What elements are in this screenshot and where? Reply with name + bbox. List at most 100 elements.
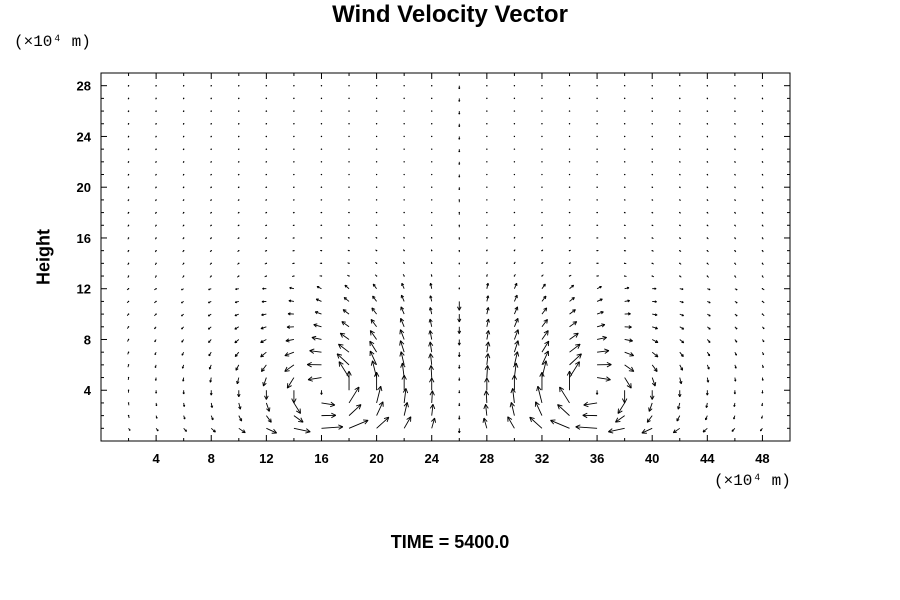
wind-vector-dot [238, 199, 240, 201]
wind-vector [238, 402, 241, 410]
wind-vector-dot [238, 249, 240, 252]
wind-vector-dot [238, 262, 240, 265]
wind-vector-dot [375, 135, 378, 138]
wind-vector-dot [541, 110, 543, 112]
wind-vector-head [458, 354, 461, 357]
wind-vector-head [182, 379, 185, 382]
wind-vector-dot [541, 148, 543, 150]
wind-vector-dot [265, 173, 268, 176]
wind-vector [486, 365, 489, 378]
wind-vector-head [234, 341, 238, 344]
wind-vector-dot [320, 211, 323, 214]
wind-vector-head [458, 188, 461, 190]
wind-vector-head [284, 366, 288, 372]
wind-vector-head [434, 417, 436, 423]
wind-vector-head [457, 318, 460, 323]
wind-vector-dot [651, 275, 653, 277]
wind-vector-dot [320, 161, 323, 163]
wind-vector-head [604, 348, 610, 352]
wind-vector-dot [513, 123, 516, 125]
wind-vector-head [458, 417, 461, 420]
wind-vector-head [544, 340, 549, 345]
wind-vector-head [458, 330, 462, 334]
wind-vector-head [574, 321, 578, 326]
wind-vector-head [338, 343, 344, 346]
time-label: TIME = 5400.0 [390, 532, 510, 552]
wind-vector-dot [513, 224, 516, 226]
wind-vector [483, 417, 488, 429]
wind-vector [236, 377, 240, 384]
wind-vector [431, 417, 436, 429]
wind-vector-head [300, 417, 304, 423]
wind-vector-dot [265, 224, 268, 226]
wind-vector-dot [679, 186, 681, 188]
wind-vector-head [680, 380, 683, 384]
wind-vector-head [654, 381, 657, 387]
wind-vector-dot [403, 173, 405, 176]
wind-vector [400, 306, 405, 315]
wind-vector-dot [238, 237, 240, 239]
wind-vector-head [378, 401, 384, 406]
wind-vector-dot [293, 173, 295, 176]
wind-vector [651, 339, 659, 343]
wind-vector [431, 390, 433, 403]
wind-vector-dot [320, 275, 323, 277]
wind-vector-head [628, 325, 632, 328]
wind-vector-dot [127, 262, 130, 265]
wind-vector-head [601, 323, 605, 325]
wind-vector-dot [486, 123, 488, 125]
x-axis-unit: (×10⁴ m) [714, 472, 791, 490]
wind-vector-dot [238, 84, 240, 87]
wind-vector [403, 388, 407, 403]
wind-vector-head [488, 330, 491, 335]
wind-vector-head [485, 341, 489, 346]
wind-vector-dot [596, 84, 598, 87]
wind-vector-dot [155, 249, 157, 252]
wind-vector [646, 415, 653, 423]
wind-vector-head [287, 385, 292, 389]
wind-vector-head [577, 343, 581, 349]
wind-vector [624, 351, 634, 357]
wind-vector-dot [761, 173, 764, 176]
wind-vector-head [321, 392, 323, 395]
y-axis-unit: (×10⁴ m) [14, 33, 91, 51]
wind-vector-dot [568, 249, 571, 252]
wind-vector-head [458, 379, 461, 381]
wind-vector [513, 318, 519, 327]
wind-vector [513, 306, 518, 315]
wind-vector-dot [127, 313, 130, 315]
wind-vector-head [545, 360, 548, 366]
wind-vector-dot [761, 288, 764, 290]
wind-vector [575, 426, 598, 429]
wind-vector-dot [541, 237, 543, 239]
wind-vector-head [386, 417, 390, 423]
wind-vector-dot [596, 186, 598, 188]
wind-vector [507, 416, 515, 429]
wind-vector-head [677, 406, 681, 410]
wind-vector [641, 427, 653, 434]
wind-vector-head [267, 420, 272, 423]
wind-vector-head [293, 398, 297, 404]
wind-vector [679, 377, 682, 384]
wind-vector-head [262, 381, 264, 387]
wind-vector-dot [706, 237, 709, 239]
wind-vector-dot [623, 84, 626, 87]
wind-vector-head [431, 377, 435, 383]
wind-vector-head [307, 379, 313, 382]
wind-vector [293, 402, 301, 414]
wind-vector-dot [210, 97, 212, 100]
wind-vector-dot [375, 123, 378, 125]
wind-vector-head [550, 420, 555, 425]
wind-vector-dot [375, 249, 378, 252]
wind-vector-head [513, 351, 518, 356]
wind-vector-dot [375, 237, 378, 239]
wind-vector-head [209, 367, 212, 370]
wind-vector-dot [513, 262, 516, 265]
wind-vector-head [209, 380, 213, 383]
wind-vector-dot [210, 199, 212, 201]
wind-vector [608, 427, 625, 433]
wind-vector [376, 416, 390, 429]
wind-vector-dot [127, 199, 130, 201]
wind-vector-dot [596, 275, 598, 277]
wind-vector-head [606, 376, 611, 381]
